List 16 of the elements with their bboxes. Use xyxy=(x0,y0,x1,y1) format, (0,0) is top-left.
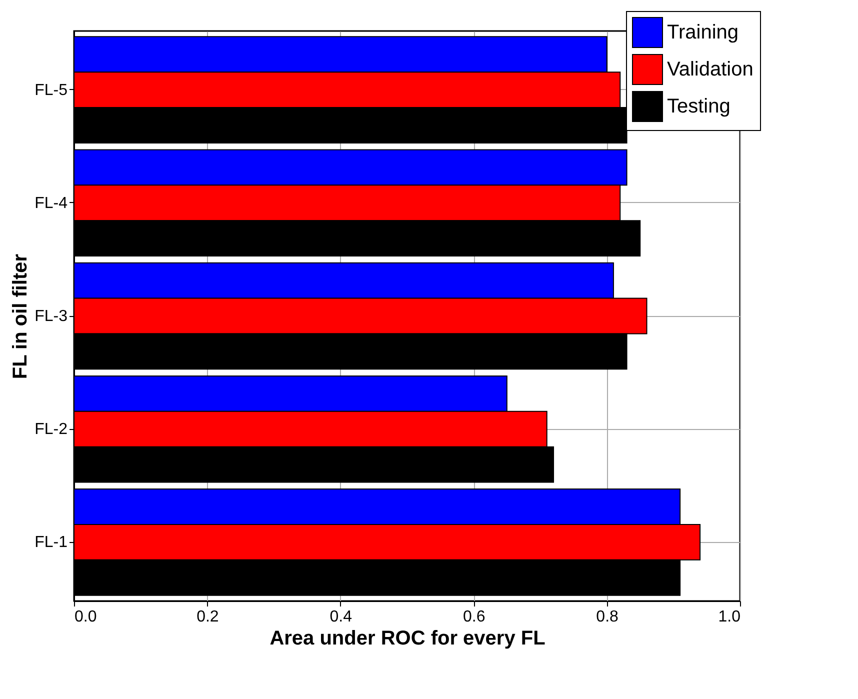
y-axis-title: FL in oil filter xyxy=(10,254,32,380)
x-tick-label: 1.0 xyxy=(718,608,741,626)
y-tick-label: FL-4 xyxy=(34,194,68,212)
y-tick-label: FL-5 xyxy=(34,82,68,99)
x-axis-title: Area under ROC for every FL xyxy=(270,628,546,650)
x-tick-label: 0.4 xyxy=(330,608,352,626)
x-tick-label: 0.2 xyxy=(196,608,219,626)
legend-label: Validation xyxy=(667,58,754,80)
legend-label: Training xyxy=(667,22,739,44)
x-tick-label: 0.0 xyxy=(74,608,97,626)
x-tick-label: 0.6 xyxy=(462,608,486,626)
legend-label: Testing xyxy=(667,96,730,118)
y-tick-label: FL-1 xyxy=(34,534,68,552)
y-tick-label: FL-2 xyxy=(34,421,68,438)
y-tick-label: FL-3 xyxy=(34,308,68,325)
x-tick-label: 0.8 xyxy=(596,608,619,626)
